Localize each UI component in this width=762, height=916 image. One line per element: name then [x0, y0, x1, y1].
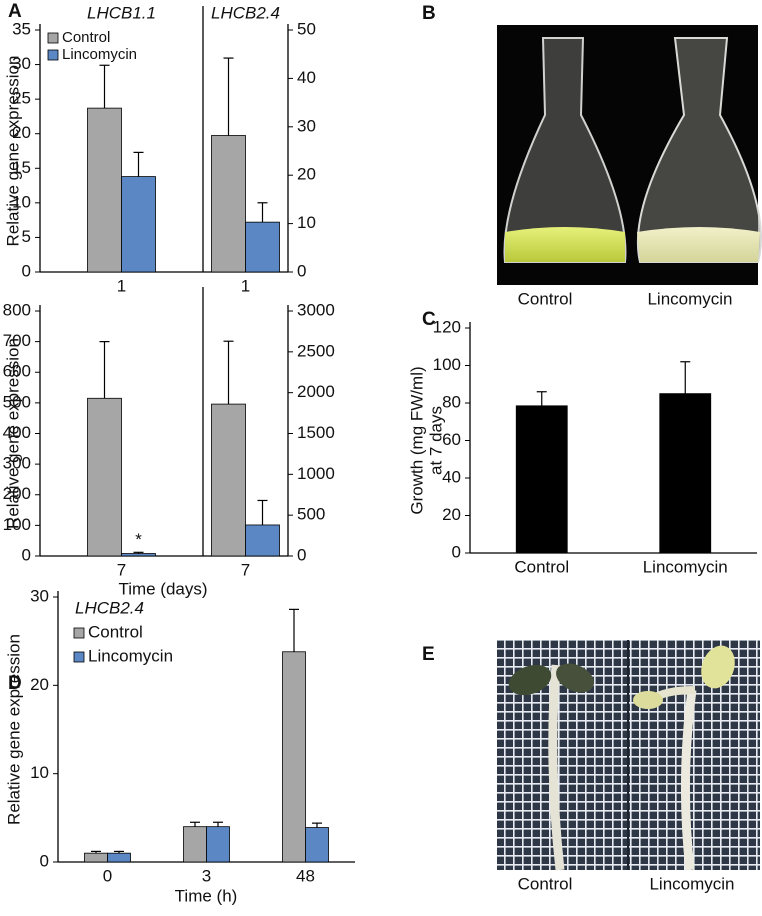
- y-tick-label: 25: [12, 89, 31, 108]
- photo-caption: Control: [518, 874, 573, 893]
- y-tick-label: 700: [3, 331, 31, 350]
- legend-label: Control: [88, 622, 143, 641]
- y-tick-label: 0: [297, 545, 306, 564]
- bar: [87, 397, 122, 557]
- legend-label: Lincomycin: [88, 646, 173, 665]
- x-tick-label: 7: [241, 560, 250, 579]
- y-tick-label: 100: [433, 355, 461, 374]
- y-axis-label: Relative gene expression: [4, 634, 23, 825]
- y-tick-label: 1000: [297, 464, 335, 483]
- y-tick-label: 20: [442, 505, 461, 524]
- y-tick-label: 3000: [297, 300, 335, 319]
- y-tick-label: 0: [40, 851, 49, 870]
- y-tick-label: 0: [22, 545, 31, 564]
- y-axis-label: Growth (mg FW/ml): [407, 366, 426, 514]
- legend-swatch: [73, 651, 85, 663]
- y-tick-label: 1500: [297, 423, 335, 442]
- y-tick-label: 100: [3, 515, 31, 534]
- y-tick-label: 35: [12, 19, 31, 38]
- y-tick-label: 20: [30, 675, 49, 694]
- bar: [107, 852, 131, 863]
- panel-label: E: [422, 644, 435, 665]
- y-tick-label: 80: [442, 392, 461, 411]
- y-tick-label: 20: [297, 165, 316, 184]
- panel-label: A: [8, 1, 22, 22]
- panel-label: C: [422, 309, 436, 330]
- bar: [211, 403, 246, 557]
- legend-swatch: [47, 49, 59, 61]
- x-tick-label: 0: [103, 866, 112, 885]
- panel-label: B: [422, 3, 436, 24]
- bar: [515, 405, 568, 554]
- bar: [87, 107, 122, 273]
- y-tick-label: 0: [297, 261, 306, 280]
- y-tick-label: 120: [433, 317, 461, 336]
- y-tick-label: 40: [297, 68, 316, 87]
- y-tick-label: 0: [452, 542, 461, 561]
- y-tick-label: 30: [30, 586, 49, 605]
- legend-swatch: [73, 627, 85, 639]
- y-tick-label: 500: [3, 392, 31, 411]
- bar: [121, 176, 156, 273]
- y-tick-label: 60: [442, 430, 461, 449]
- y-tick-label: 600: [3, 362, 31, 381]
- y-tick-label: 15: [12, 158, 31, 177]
- bar: [305, 827, 329, 863]
- x-tick-label: 3: [202, 866, 211, 885]
- photo-seedlings: [497, 640, 760, 871]
- legend-label: Lincomycin: [62, 46, 137, 63]
- y-tick-label: 800: [3, 300, 31, 319]
- chart-title: LHCB1.1: [87, 3, 156, 22]
- y-tick-label: 50: [297, 19, 316, 38]
- photo-flasks: [497, 25, 762, 285]
- y-tick-label: 0: [22, 261, 31, 280]
- y-tick-label: 2500: [297, 341, 335, 360]
- y-tick-label: 30: [12, 54, 31, 73]
- y-tick-label: 200: [3, 484, 31, 503]
- bar: [211, 135, 246, 273]
- x-axis-label: Time (days): [118, 579, 207, 598]
- y-axis-label: Relative gene expression: [3, 56, 22, 247]
- x-tick-label: Lincomycin: [643, 557, 728, 576]
- y-tick-label: 30: [297, 116, 316, 135]
- photo-caption: Lincomycin: [649, 874, 734, 893]
- x-tick-label: 1: [117, 276, 126, 295]
- bar: [245, 524, 280, 557]
- bar: [245, 221, 280, 273]
- bar: [84, 852, 108, 863]
- x-tick-label: 7: [117, 560, 126, 579]
- chart-title: LHCB2.4: [75, 598, 144, 617]
- y-axis-label: Relative gene expression: [3, 338, 22, 529]
- y-tick-label: 20: [12, 123, 31, 142]
- chart-title: LHCB2.4: [211, 3, 280, 22]
- y-tick-label: 10: [30, 763, 49, 782]
- x-tick-label: 48: [296, 866, 315, 885]
- annotation: *: [135, 530, 142, 549]
- x-tick-label: 1: [241, 276, 250, 295]
- x-axis-label: Time (h): [175, 886, 238, 905]
- bar: [121, 553, 156, 557]
- photo-caption: Lincomycin: [647, 289, 732, 308]
- y-tick-label: 300: [3, 454, 31, 473]
- y-tick-label: 2000: [297, 382, 335, 401]
- y-tick-label: 10: [297, 213, 316, 232]
- y-tick-label: 400: [3, 423, 31, 442]
- y-axis-label: at 7 days: [426, 406, 445, 475]
- x-tick-label: Control: [514, 557, 569, 576]
- legend-swatch: [47, 32, 59, 44]
- legend-label: Control: [62, 29, 110, 46]
- photo-caption: Control: [518, 289, 573, 308]
- panel-label: D: [8, 673, 22, 694]
- bar: [183, 826, 207, 863]
- y-tick-label: 40: [442, 467, 461, 486]
- bar: [206, 826, 230, 863]
- y-tick-label: 5: [22, 227, 31, 246]
- bar: [659, 393, 712, 554]
- y-tick-label: 10: [12, 192, 31, 211]
- bar: [282, 651, 306, 863]
- y-tick-label: 500: [297, 505, 325, 524]
